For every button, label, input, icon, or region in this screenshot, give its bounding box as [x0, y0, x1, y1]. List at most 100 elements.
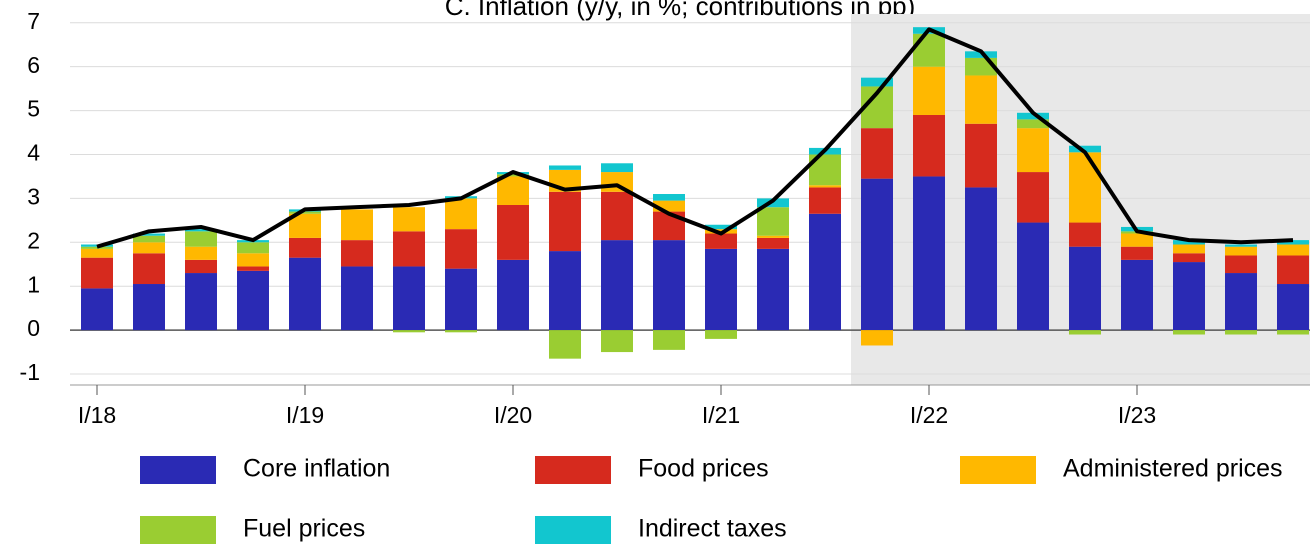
- x-tick-label: I/23: [1118, 402, 1156, 428]
- bar-segment: [1017, 112, 1049, 120]
- legend-swatch: [535, 456, 611, 484]
- bar-segment: [497, 204, 529, 260]
- bar-segment: [185, 231, 217, 247]
- bar-segment: [497, 176, 529, 205]
- bar-segment: [497, 259, 529, 331]
- bar-segment: [1017, 172, 1049, 223]
- bar-segment: [705, 233, 737, 249]
- y-tick-label: 6: [27, 52, 40, 78]
- bar-segment: [497, 174, 529, 177]
- bar-segment: [185, 229, 217, 232]
- bar-segment: [601, 163, 633, 173]
- bar-segment: [1225, 246, 1257, 256]
- bar-segment: [1017, 222, 1049, 331]
- legend-label: Fuel prices: [243, 515, 365, 543]
- bar-segment: [809, 213, 841, 331]
- bar-segment: [1069, 152, 1101, 223]
- bar-segment: [965, 123, 997, 188]
- bar-segment: [653, 194, 685, 201]
- bar-segment: [1173, 253, 1205, 263]
- x-tick-label: I/18: [78, 402, 116, 428]
- bar-segment: [1069, 330, 1101, 335]
- bar-segment: [289, 257, 321, 331]
- bar-segment: [289, 237, 321, 258]
- bar-segment: [549, 251, 581, 331]
- bar-segment: [1173, 262, 1205, 331]
- bar-segment: [1277, 240, 1309, 245]
- bar-segment: [809, 187, 841, 214]
- bar-segment: [1277, 284, 1309, 331]
- bar-segment: [237, 253, 269, 267]
- bar-segment: [861, 178, 893, 331]
- y-tick-label: 5: [27, 96, 40, 122]
- bar-segment: [133, 235, 165, 243]
- bar-segment: [185, 246, 217, 260]
- bar-segment: [393, 231, 425, 267]
- bar-segment: [133, 242, 165, 254]
- bar-segment: [601, 172, 633, 192]
- bar-segment: [705, 224, 737, 230]
- y-tick-label: 1: [27, 271, 40, 297]
- y-tick-label: 3: [27, 183, 40, 209]
- bar-segment: [861, 77, 893, 87]
- bar-segment: [81, 288, 113, 331]
- bar-segment: [757, 237, 789, 249]
- bar-segment: [133, 253, 165, 285]
- chart-title: C. Inflation (y/y, in %; contributions i…: [445, 0, 916, 21]
- bar-segment: [757, 248, 789, 331]
- bar-segment: [601, 330, 633, 353]
- x-tick-label: I/21: [702, 402, 740, 428]
- bar-segment: [133, 233, 165, 236]
- legend-label: Administered prices: [1063, 455, 1283, 483]
- legend-swatch: [140, 456, 216, 484]
- bar-segment: [601, 191, 633, 241]
- bar-segment: [341, 240, 373, 267]
- bar-segment: [445, 268, 477, 331]
- x-tick-label: I/20: [494, 402, 532, 428]
- bar-segment: [289, 211, 321, 214]
- bar-segment: [185, 273, 217, 331]
- bar-segment: [913, 114, 945, 177]
- bar-segment: [1017, 119, 1049, 129]
- bar-segment: [1069, 222, 1101, 247]
- legend-label: Core inflation: [243, 455, 390, 483]
- bar-segment: [1225, 273, 1257, 331]
- bar-segment: [757, 207, 789, 236]
- bar-segment: [965, 51, 997, 58]
- bar-segment: [185, 259, 217, 274]
- y-tick-label: 2: [27, 227, 40, 253]
- bar-segment: [705, 330, 737, 339]
- bar-segment: [1069, 246, 1101, 331]
- bar-segment: [341, 209, 373, 241]
- headline-line: [96, 27, 1294, 249]
- bar-segment: [1277, 255, 1309, 285]
- bar-segment: [913, 176, 945, 331]
- x-tick-label: I/22: [910, 402, 948, 428]
- bar-segment: [81, 257, 113, 289]
- bar-segment: [549, 165, 581, 170]
- bar-segment: [237, 270, 269, 331]
- bar-segment: [445, 330, 477, 333]
- bar-segment: [445, 229, 477, 269]
- bar-segment: [393, 266, 425, 331]
- bar-segment: [913, 66, 945, 115]
- x-tick-label: I/19: [286, 402, 324, 428]
- bar-segment: [653, 200, 685, 212]
- bar-segment: [1121, 259, 1153, 331]
- bar-segment: [549, 330, 581, 359]
- bar-segment: [341, 266, 373, 331]
- bar-segment: [237, 266, 269, 271]
- bar-segment: [1121, 246, 1153, 260]
- bar-segment: [1277, 330, 1309, 335]
- legend-swatch: [535, 516, 611, 544]
- bar-segment: [1225, 255, 1257, 274]
- bar-segment: [1173, 330, 1205, 335]
- bar-segment: [653, 330, 685, 350]
- bar-segment: [1225, 244, 1257, 247]
- bar-segment: [705, 248, 737, 331]
- bar-segment: [393, 330, 425, 333]
- bar-segment: [913, 33, 945, 67]
- bar-segment: [601, 240, 633, 331]
- legend-label: Food prices: [638, 455, 769, 483]
